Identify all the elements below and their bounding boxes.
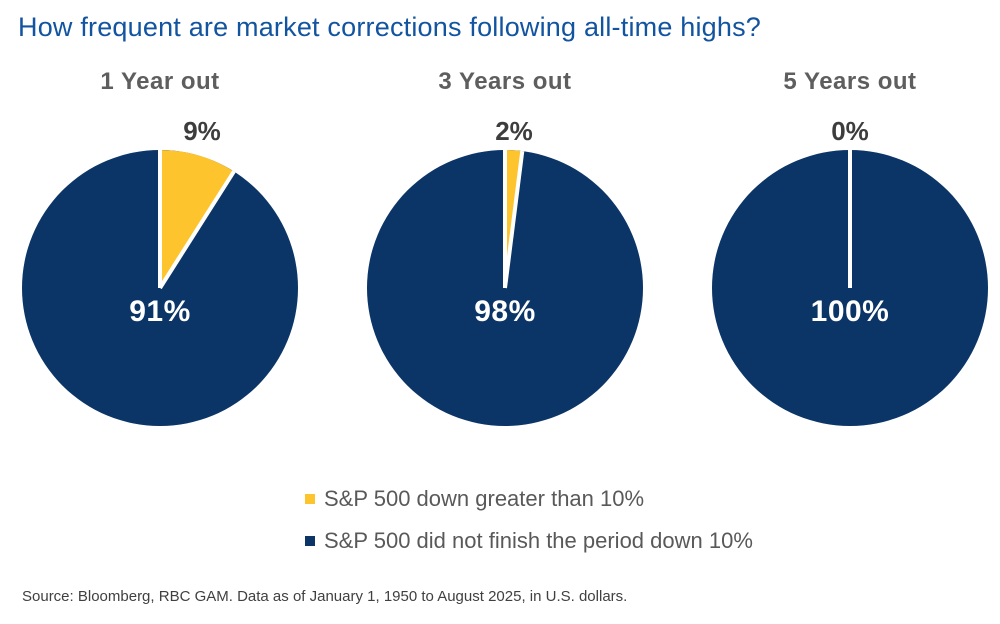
- pie: 91%: [20, 148, 300, 428]
- slice-label-row: 9%: [10, 116, 310, 146]
- pie-charts-row: 1 Year out 9% 91% 3 Years out 2%: [10, 68, 1000, 428]
- down-slice-value: 2%: [495, 116, 533, 146]
- pie-heading: 3 Years out: [438, 68, 572, 95]
- legend-swatch-yellow: [305, 494, 315, 504]
- legend-item-not-down: S&P 500 did not finish the period down 1…: [305, 528, 753, 554]
- legend-label: S&P 500 down greater than 10%: [324, 486, 645, 511]
- pie-svg: [712, 150, 988, 426]
- pie-heading: 1 Year out: [100, 68, 220, 95]
- down-slice-value: 9%: [183, 116, 221, 146]
- legend-swatch-navy: [305, 536, 315, 546]
- slice-label-row: 0%: [700, 116, 1000, 146]
- majority-slice-value: 98%: [474, 294, 536, 328]
- pie-down-slice: [160, 150, 234, 288]
- slice-separator: [158, 170, 236, 290]
- pie-svg: [22, 150, 298, 426]
- pie-heading: 5 Years out: [783, 68, 917, 95]
- legend-label: S&P 500 did not finish the period down 1…: [324, 528, 753, 553]
- pie-chart-3-years: 3 Years out 2% 98%: [355, 68, 655, 428]
- legend-item-down: S&P 500 down greater than 10%: [305, 486, 753, 512]
- down-slice-value: 0%: [831, 116, 869, 146]
- majority-slice-value: 100%: [810, 294, 890, 328]
- pie: 100%: [710, 148, 990, 428]
- slice-separator: [503, 150, 525, 289]
- pie-chart-5-years: 5 Years out 0% 100%: [700, 68, 1000, 428]
- chart-title: How frequent are market corrections foll…: [18, 12, 762, 42]
- pie-chart-1-year: 1 Year out 9% 91%: [10, 68, 310, 428]
- majority-slice-value: 91%: [129, 294, 191, 328]
- legend: S&P 500 down greater than 10% S&P 500 di…: [305, 486, 753, 570]
- pie: 98%: [365, 148, 645, 428]
- slice-label-row: 2%: [355, 116, 655, 146]
- pie-svg: [367, 150, 643, 426]
- source-note: Source: Bloomberg, RBC GAM. Data as of J…: [22, 588, 628, 605]
